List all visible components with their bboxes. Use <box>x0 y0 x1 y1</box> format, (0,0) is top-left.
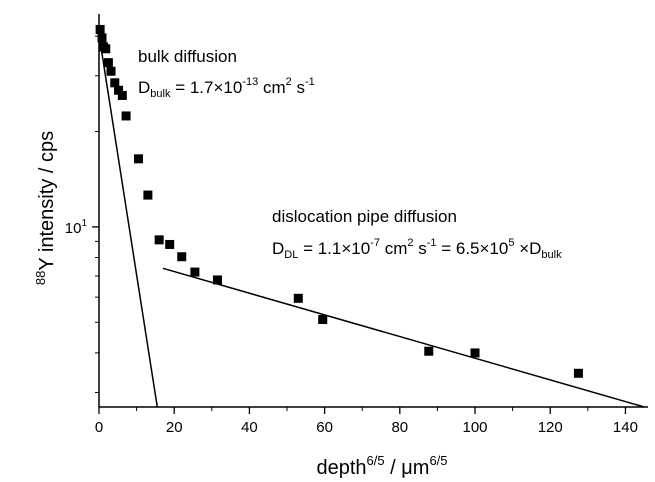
data-point <box>177 252 187 262</box>
data-point <box>101 44 111 54</box>
annotation-bulk-equation: Dbulk = 1.7×10-13 cm2 s-1 <box>138 76 315 100</box>
x-tick-label: 60 <box>316 419 333 436</box>
y-tick-label: 101 <box>65 218 88 237</box>
fit-line-bulk <box>98 34 159 408</box>
data-point <box>212 275 222 285</box>
data-point <box>573 368 583 378</box>
x-tick-label: 0 <box>95 419 103 436</box>
data-point <box>154 235 164 245</box>
axes: 0 20 40 60 80 100 120 140 101 <box>65 14 648 436</box>
data-point <box>114 85 124 95</box>
data-point <box>133 154 143 164</box>
annotation-dl-equation: DDL = 1.1×10-7 cm2 s-1 = 6.5×105 ×Dbulk <box>272 237 562 261</box>
data-point <box>103 58 113 68</box>
annotation-bulk-title: bulk diffusion <box>138 47 237 66</box>
data-point <box>95 24 105 34</box>
data-point <box>106 66 116 76</box>
data-point <box>424 346 434 356</box>
x-tick-label: 40 <box>241 419 258 436</box>
x-tick-label: 80 <box>391 419 408 436</box>
data-point <box>121 111 131 121</box>
x-tick-label: 100 <box>463 419 488 436</box>
data-point <box>293 293 303 303</box>
x-axis-title: depth6/5 / μm6/5 <box>316 453 447 479</box>
data-point <box>470 348 480 358</box>
data-point <box>318 315 328 325</box>
data-point <box>143 190 153 200</box>
x-tick-label: 20 <box>166 419 183 436</box>
fit-lines <box>98 34 645 408</box>
x-tick-label: 120 <box>538 419 563 436</box>
annotation-dl-title: dislocation pipe diffusion <box>272 207 457 226</box>
data-point <box>190 267 200 277</box>
data-point <box>117 90 127 100</box>
data-points <box>95 24 583 378</box>
y-axis-title: 88Y intensity / cps <box>33 131 58 285</box>
fit-line-dislocation <box>162 267 645 408</box>
data-point <box>97 33 107 43</box>
data-point <box>110 78 120 88</box>
data-point <box>165 239 175 249</box>
x-tick-label: 140 <box>613 419 638 436</box>
